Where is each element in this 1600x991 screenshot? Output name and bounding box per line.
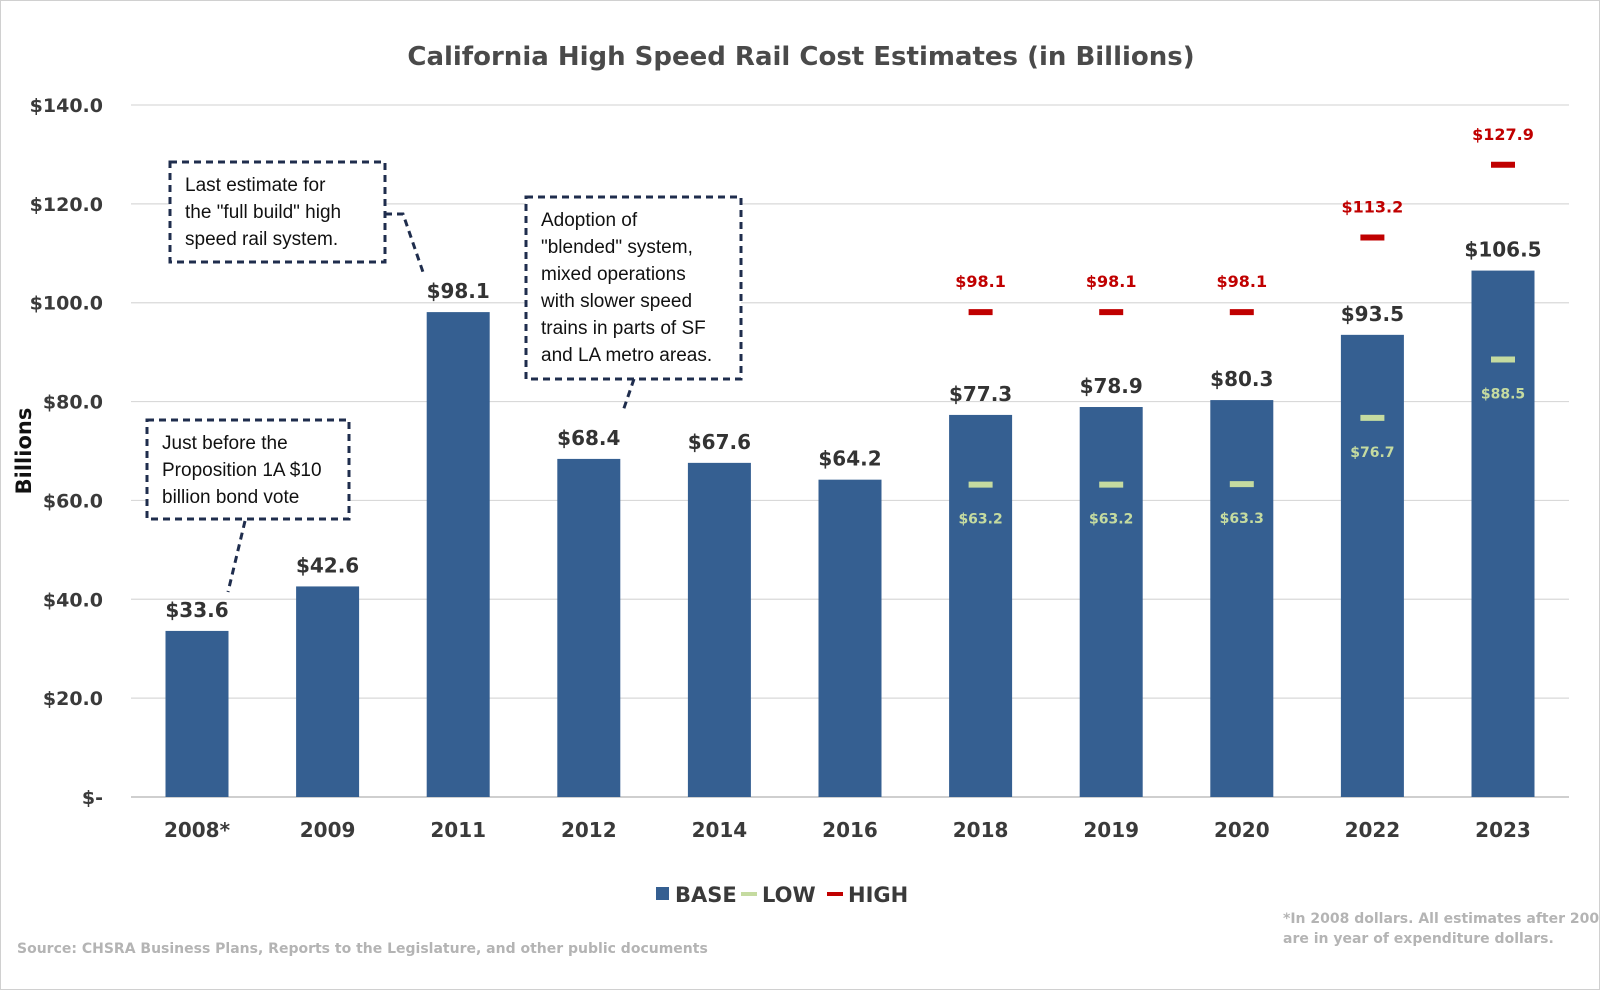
bar	[1210, 400, 1274, 797]
low-value-label: $63.2	[958, 512, 1002, 528]
low-value-label: $63.2	[1089, 512, 1133, 528]
x-tick-label: 2009	[300, 818, 356, 842]
bar-value-label: $78.9	[1080, 374, 1143, 398]
bar-value-label: $77.3	[949, 382, 1012, 406]
y-tick-label: $100.0	[30, 293, 103, 315]
callout-text-line: with slower speed	[540, 291, 692, 312]
bar	[1340, 334, 1404, 797]
footnote: *In 2008 dollars. All estimates after 20…	[1283, 911, 1600, 947]
annotations: Just before the Proposition 1A $10 billion…	[145, 160, 743, 593]
y-tick-label: $80.0	[43, 392, 103, 414]
y-tick-label: $60.0	[43, 490, 103, 512]
x-tick-label: 2016	[822, 818, 878, 842]
bar-value-label: $80.3	[1210, 367, 1273, 391]
bar	[1471, 270, 1535, 798]
y-tick-label: $40.0	[43, 589, 103, 611]
low-value-label: $88.5	[1481, 387, 1525, 403]
bar-series-base: $33.6 $42.6 $98.1 $68.4 $67.6 $64.2 $77.3 $78.9…	[165, 238, 1542, 798]
callout-text-line: Just before the	[162, 433, 288, 454]
bar-value-label: $98.1	[427, 279, 490, 303]
x-tick-label: 2011	[430, 818, 486, 842]
x-tick-label: 2020	[1214, 818, 1270, 842]
bar-value-label: $68.4	[557, 426, 620, 450]
bar	[687, 462, 751, 797]
bar-value-label: $64.2	[818, 447, 881, 471]
callout-text-line: and LA metro areas.	[541, 345, 712, 366]
callout-box	[145, 418, 351, 521]
bar	[426, 312, 490, 797]
callout-text-line: trains in parts of SF	[541, 318, 706, 339]
callout-box	[524, 195, 743, 381]
legend-label: BASE	[675, 883, 737, 907]
low-value-label: $63.3	[1220, 511, 1264, 527]
callout-text-line: billion bond vote	[162, 487, 299, 508]
legend-label: LOW	[762, 883, 816, 907]
chart-title: California High Speed Rail Cost Estimate…	[407, 42, 1194, 72]
legend: BASE LOW HIGH	[656, 883, 908, 907]
high-value-label: $98.1	[1086, 272, 1137, 291]
low-value-label: $76.7	[1350, 445, 1394, 461]
bar-value-label: $106.5	[1464, 238, 1541, 262]
callout-text-line: mixed operations	[541, 264, 686, 285]
bar-value-label: $42.6	[296, 553, 359, 577]
callout-text-line: Proposition 1A $10	[162, 460, 322, 481]
y-tick-label: $20.0	[43, 688, 103, 710]
y-tick-label: $120.0	[30, 194, 103, 216]
bar	[296, 586, 360, 797]
bar	[818, 479, 882, 797]
x-tick-label: 2008*	[164, 818, 231, 842]
y-tick-label: $-	[82, 787, 103, 809]
callout-box	[168, 160, 387, 264]
source-note: Source: CHSRA Business Plans, Reports to…	[17, 941, 708, 957]
bar-value-label: $33.6	[165, 598, 228, 622]
bar-value-label: $93.5	[1341, 302, 1404, 326]
y-axis-ticks: $- $20.0 $40.0 $60.0 $80.0 $100.0 $120.0 $140.0	[30, 95, 103, 809]
x-tick-label: 2014	[692, 818, 748, 842]
x-tick-label: 2018	[953, 818, 1009, 842]
bar	[949, 414, 1013, 797]
legend-swatch-base	[656, 887, 669, 900]
high-value-label: $98.1	[1216, 272, 1267, 291]
marker-series: $63.2 $63.2 $63.3 $76.7 $88.5 $98.1 $98.1 $98.1…	[955, 125, 1534, 528]
callout-leader	[226, 520, 247, 593]
callout-text-line: "blended" system,	[541, 237, 693, 258]
callout-text-line: Adoption of	[541, 210, 638, 231]
callout-text-line: the "full build" high	[185, 202, 341, 223]
y-axis-label: Billions	[12, 408, 36, 495]
legend-label: HIGH	[848, 883, 908, 907]
y-tick-label: $140.0	[30, 95, 103, 117]
bar	[557, 458, 621, 797]
high-value-label: $113.2	[1342, 197, 1404, 216]
bar	[1079, 407, 1143, 797]
x-tick-label: 2019	[1083, 818, 1139, 842]
callout-leader	[621, 378, 636, 412]
high-value-label: $98.1	[955, 272, 1006, 291]
footnote-line-2: are in year of expenditure dollars.	[1283, 931, 1554, 947]
bar-value-label: $67.6	[688, 430, 751, 454]
callout-text-line: Last estimate for	[185, 175, 326, 196]
x-axis-ticks: 2008* 2009 2011 2012 2014 2016 2018 2019 2020 202…	[164, 818, 1531, 842]
callout-text-line: speed rail system.	[185, 229, 338, 250]
x-tick-label: 2023	[1475, 818, 1531, 842]
bar	[165, 630, 229, 797]
high-value-label: $127.9	[1472, 125, 1534, 144]
footnote-line-1: *In 2008 dollars. All estimates after 20…	[1283, 911, 1600, 927]
callout-leader	[385, 212, 426, 276]
x-tick-label: 2012	[561, 818, 617, 842]
x-tick-label: 2022	[1345, 818, 1401, 842]
